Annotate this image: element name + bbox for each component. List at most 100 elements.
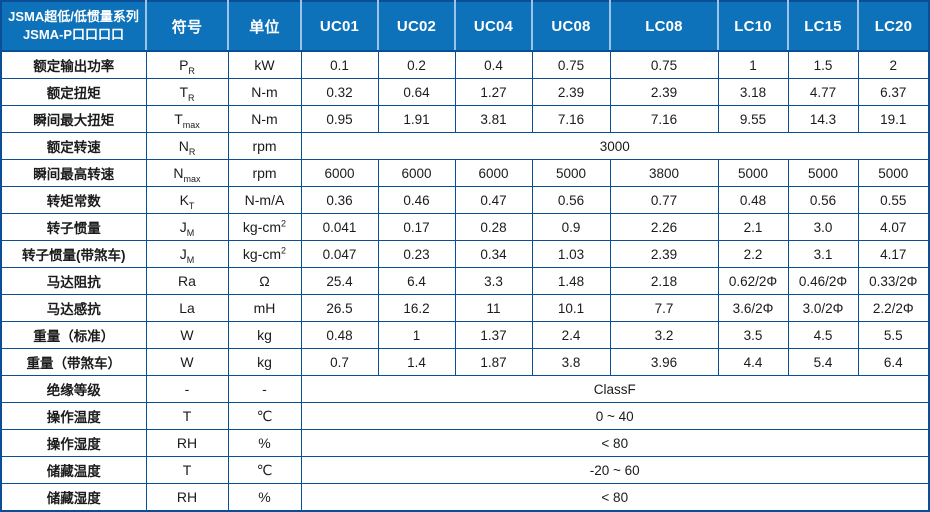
cell-value: 5.4 (787, 348, 859, 376)
cell-value: 0.32 (300, 78, 379, 106)
symbol-base: J (179, 219, 187, 235)
cell-value: 1.03 (531, 240, 611, 268)
cell-value: 0.46 (377, 186, 456, 214)
row-unit: ℃ (227, 456, 302, 484)
unit-base: % (258, 435, 271, 451)
unit-base: kg (257, 354, 272, 370)
row-label: 额定转速 (0, 132, 147, 160)
cell-value: 0.047 (300, 240, 379, 268)
cell-value: 2.39 (531, 78, 611, 106)
row-symbol: T (145, 402, 229, 430)
symbol-base: La (179, 300, 195, 316)
row-unit: ℃ (227, 402, 302, 430)
unit-base: N-m/A (244, 192, 285, 208)
row-unit: N-m/A (227, 186, 302, 214)
row-symbol: - (145, 375, 229, 403)
symbol-base: W (180, 327, 194, 343)
row-symbol: La (145, 294, 229, 322)
symbol-base: N (173, 165, 184, 181)
series-title: JSMA超低/低惯量系列 JSMA-P口口口口 (1, 1, 146, 52)
cell-value: 1.27 (454, 78, 533, 106)
table-row: 绝缘等级 - - ClassF (0, 375, 930, 403)
cell-value: 1.5 (787, 50, 859, 79)
symbol-base: T (182, 408, 192, 424)
cell-value: 1.4 (377, 348, 456, 376)
symbol-subscript: R (188, 65, 195, 76)
cell-value: 3.2 (609, 321, 719, 349)
cell-value: 0.34 (454, 240, 533, 268)
cell-value: 4.4 (717, 348, 789, 376)
row-label: 储藏湿度 (0, 483, 147, 512)
symbol-subscript: R (188, 146, 196, 157)
cell-value: 1.37 (454, 321, 533, 349)
table-row: 转子惯量(带煞车) JM kg-cm2 0.047 0.23 0.34 1.03 2.39 2.… (0, 240, 930, 268)
row-label: 储藏温度 (0, 456, 147, 484)
span-value: ClassF (300, 375, 930, 403)
row-unit: Ω (227, 267, 302, 295)
unit-base: Ω (259, 273, 270, 289)
model-header-lc10: LC10 (717, 1, 788, 52)
cell-value: 1.87 (454, 348, 533, 376)
row-symbol: Nmax (145, 159, 229, 187)
symbol-base: J (179, 246, 187, 262)
cell-value: 0.4 (454, 50, 533, 79)
cell-value: 0.77 (609, 186, 719, 214)
cell-value: 0.36 (300, 186, 379, 214)
row-symbol: RH (145, 429, 229, 457)
cell-value: 2.2/2Φ (857, 294, 930, 322)
row-unit: rpm (227, 132, 302, 160)
row-unit: N-m (227, 105, 302, 133)
symbol-base: K (179, 192, 189, 208)
series-title-line2: JSMA-P口口口口 (22, 27, 125, 42)
cell-value: 0.1 (300, 50, 379, 79)
row-label: 马达阻抗 (0, 267, 147, 295)
cell-value: 4.07 (857, 213, 930, 241)
row-unit: % (227, 429, 302, 457)
cell-value: 1 (377, 321, 456, 349)
unit-base: rpm (252, 165, 277, 181)
cell-value: 11 (454, 294, 533, 322)
cell-value: 3.0/2Φ (787, 294, 859, 322)
row-label: 马达感抗 (0, 294, 147, 322)
cell-value: 0.95 (300, 105, 379, 133)
table-row: 转矩常数 KT N-m/A 0.36 0.46 0.47 0.56 0.77 0.48 0.56 0… (0, 186, 930, 214)
model-header-lc20: LC20 (857, 1, 929, 52)
row-unit: N-m (227, 78, 302, 106)
cell-value: 1.48 (531, 267, 611, 295)
cell-value: 0.041 (300, 213, 379, 241)
cell-value: 25.4 (300, 267, 379, 295)
cell-value: 0.75 (531, 50, 611, 79)
unit-base: N-m (251, 84, 278, 100)
cell-value: 26.5 (300, 294, 379, 322)
cell-value: 0.75 (609, 50, 719, 79)
cell-value: 2.1 (717, 213, 789, 241)
row-label: 瞬间最大扭矩 (0, 105, 147, 133)
table-row: 操作温度 T ℃ 0 ~ 40 (0, 402, 930, 430)
row-unit: kg-cm2 (227, 240, 302, 268)
table-row: 操作湿度 RH% < 80 (0, 429, 930, 457)
row-symbol: NR (145, 132, 229, 160)
cell-value: 0.64 (377, 78, 456, 106)
cell-value: 0.47 (454, 186, 533, 214)
series-title-line1: JSMA超低/低惯量系列 (8, 8, 139, 24)
cell-value: 0.62/2Φ (717, 267, 789, 295)
cell-value: 10.1 (531, 294, 611, 322)
cell-value: 7.16 (531, 105, 611, 133)
row-symbol: Tmax (145, 105, 229, 133)
cell-value: 3.1 (787, 240, 859, 268)
row-label: 额定输出功率 (0, 50, 147, 79)
cell-value: 2.39 (609, 78, 719, 106)
symbol-base: RH (176, 489, 198, 505)
cell-value: 2.18 (609, 267, 719, 295)
cell-value: 0.9 (531, 213, 611, 241)
unit-base: ℃ (256, 407, 273, 424)
unit-base: kg-cm (242, 246, 282, 262)
cell-value: 7.16 (609, 105, 719, 133)
cell-value: 0.46/2Φ (787, 267, 859, 295)
cell-value: 3.6/2Φ (717, 294, 789, 322)
cell-value: 5000 (787, 159, 859, 187)
row-label: 转子惯量 (0, 213, 147, 241)
symbol-subscript: T (188, 200, 195, 211)
